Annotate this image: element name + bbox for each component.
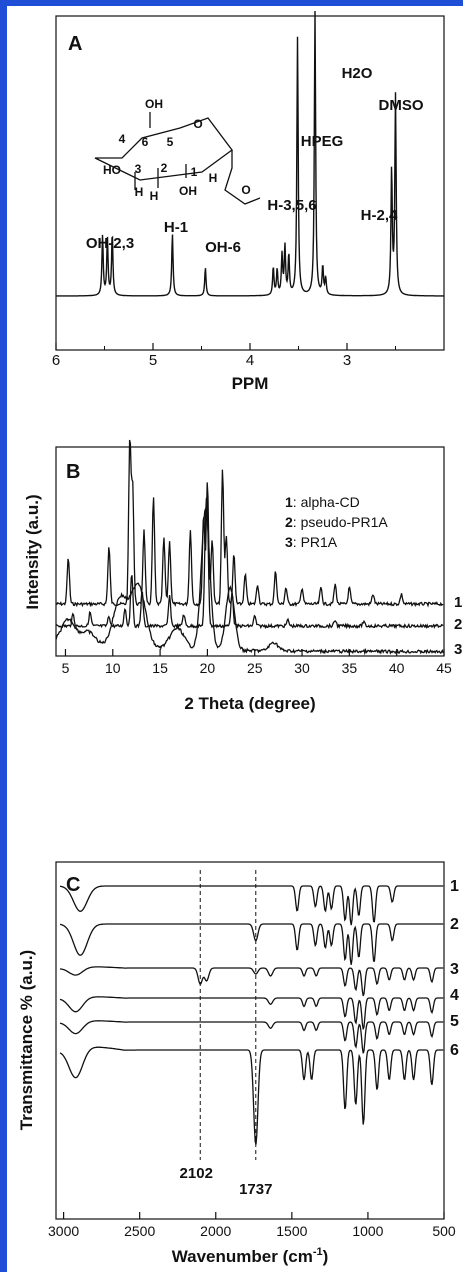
trace-label: 4 <box>450 987 459 1004</box>
x-tick-label: 3000 <box>48 1223 79 1239</box>
panel-c-axes-box <box>55 861 445 1220</box>
ir-trace-5 <box>59 1020 444 1054</box>
structure-label: 1 <box>191 165 198 179</box>
x-tick-label: 20 <box>200 660 216 676</box>
panel-b-x-axis-label: 2 Theta (degree) <box>184 694 315 713</box>
structure-ring <box>94 117 233 181</box>
top-border <box>0 0 463 6</box>
xrd-legend: 1: alpha-CD 2: pseudo-PR1A 3: PR1A <box>285 494 388 550</box>
structure-label: 6 <box>142 135 149 149</box>
trace-label: 2 <box>454 616 462 633</box>
panel-c-x-axis-label: Wavenumber (cm-1) <box>172 1246 329 1266</box>
panel-b: B 5 10 15 20 25 30 35 40 45 1: alpha-CD 2: pseudo… <box>23 439 462 713</box>
peak-label: OH-6 <box>205 239 241 256</box>
x-tick-label: 2000 <box>200 1223 231 1239</box>
trace-label: 6 <box>450 1042 459 1059</box>
x-tick-label: 4 <box>246 352 254 369</box>
x-tick-label: 6 <box>52 352 60 369</box>
trace-label: 1 <box>454 594 462 611</box>
panel-b-x-ticks: 5 10 15 20 25 30 35 40 45 <box>62 649 452 676</box>
ir-trace-4 <box>59 996 444 1030</box>
panel-b-y-axis-label: Intensity (a.u.) <box>23 494 42 609</box>
x-tick-label: 1500 <box>276 1223 307 1239</box>
peak-label: H-2,4 <box>361 207 398 224</box>
trace-label: 3 <box>450 961 459 978</box>
panel-c-letter: C <box>66 874 80 896</box>
structure-label: O <box>241 183 250 197</box>
ir-trace-labels: 1 2 3 4 5 6 <box>450 878 459 1059</box>
structure-label: H <box>135 185 144 199</box>
panel-a-x-axis-label: PPM <box>232 374 269 393</box>
structure-label: 4 <box>119 132 126 146</box>
legend-entry: 3: PR1A <box>285 534 338 550</box>
annotation-2102: 2102 <box>180 1165 213 1182</box>
x-tick-label: 5 <box>149 352 157 369</box>
legend-entry: 2: pseudo-PR1A <box>285 514 388 530</box>
nmr-spectrum-line <box>56 10 444 297</box>
x-tick-label: 15 <box>152 660 168 676</box>
trace-label: 2 <box>450 916 459 933</box>
ir-trace-2 <box>59 923 444 965</box>
structure-bond <box>224 150 261 205</box>
panel-c: C 3000 2500 2000 1500 1000 500 1 2 3 4 5 6 2102 173… <box>17 861 459 1266</box>
x-tick-label: 25 <box>247 660 263 676</box>
ir-reference-lines <box>199 870 257 1160</box>
panel-b-letter: B <box>66 461 80 483</box>
x-tick-label: 45 <box>436 660 452 676</box>
peak-label: H2O <box>342 65 373 82</box>
glucose-structure <box>94 112 261 205</box>
peak-label: DMSO <box>379 97 424 114</box>
ir-trace-1 <box>59 885 444 926</box>
structure-label: HO <box>103 163 121 177</box>
ir-annotations: 2102 1737 <box>180 1165 273 1198</box>
structure-label: H <box>209 171 218 185</box>
ir-traces <box>59 885 444 1145</box>
panel-a-letter: A <box>68 33 82 55</box>
x-tick-label: 30 <box>294 660 310 676</box>
x-tick-label: 5 <box>62 660 70 676</box>
xrd-trace-1 <box>55 439 444 608</box>
xrd-trace-labels: 1 2 3 <box>454 594 462 658</box>
peak-label: HPEG <box>301 133 344 150</box>
x-tick-label: 35 <box>342 660 358 676</box>
annotation-1737: 1737 <box>239 1181 272 1198</box>
panel-a-x-ticks: 6 5 4 3 <box>52 343 396 369</box>
peak-label: H-1 <box>164 219 188 236</box>
structure-label: 3 <box>135 162 142 176</box>
legend-entry: 1: alpha-CD <box>285 494 360 510</box>
structure-label: 2 <box>161 161 168 175</box>
x-tick-label: 3 <box>343 352 351 369</box>
left-border <box>0 0 7 1272</box>
peak-label: OH-2,3 <box>86 235 134 252</box>
x-tick-label: 500 <box>432 1223 456 1239</box>
x-tick-label: 2500 <box>124 1223 155 1239</box>
ir-trace-6 <box>59 1046 444 1145</box>
xrd-trace-2 <box>55 497 444 630</box>
ir-trace-3 <box>59 966 444 997</box>
panel-b-axes-box <box>55 446 445 657</box>
x-tick-label: 1000 <box>352 1223 383 1239</box>
x-tick-label: 40 <box>389 660 405 676</box>
panel-c-y-axis-label: Transmittance % (a.u.) <box>17 950 36 1130</box>
structure-label: 5 <box>167 135 174 149</box>
trace-label: 3 <box>454 641 462 658</box>
structure-label: OH <box>145 97 163 111</box>
trace-label: 1 <box>450 878 459 895</box>
panel-c-x-ticks: 3000 2500 2000 1500 1000 500 <box>48 1212 456 1239</box>
xrd-traces <box>55 439 444 656</box>
structure-label: H <box>150 189 159 203</box>
x-tick-label: 10 <box>105 660 121 676</box>
structure-label: O <box>193 117 202 131</box>
structure-label: OH <box>179 184 197 198</box>
trace-label: 5 <box>450 1013 459 1030</box>
xrd-trace-3 <box>55 506 444 656</box>
peak-label: H-3,5,6 <box>267 197 316 214</box>
